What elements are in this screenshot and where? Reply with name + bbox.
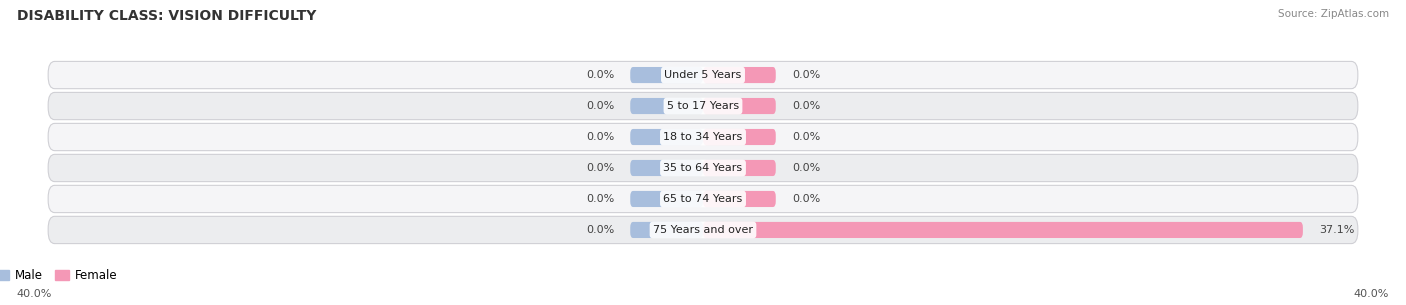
Text: 0.0%: 0.0% (792, 194, 820, 204)
Legend: Male, Female: Male, Female (0, 265, 122, 287)
Text: Source: ZipAtlas.com: Source: ZipAtlas.com (1278, 9, 1389, 19)
FancyBboxPatch shape (48, 92, 1358, 120)
Text: 0.0%: 0.0% (586, 101, 614, 111)
FancyBboxPatch shape (630, 67, 703, 83)
Text: Under 5 Years: Under 5 Years (665, 70, 741, 80)
FancyBboxPatch shape (630, 129, 703, 145)
Text: 65 to 74 Years: 65 to 74 Years (664, 194, 742, 204)
FancyBboxPatch shape (48, 124, 1358, 151)
Text: 0.0%: 0.0% (586, 194, 614, 204)
Text: 0.0%: 0.0% (792, 101, 820, 111)
FancyBboxPatch shape (48, 185, 1358, 213)
Text: 40.0%: 40.0% (1354, 289, 1389, 299)
FancyBboxPatch shape (703, 191, 776, 207)
FancyBboxPatch shape (703, 160, 776, 176)
FancyBboxPatch shape (703, 129, 776, 145)
Text: 0.0%: 0.0% (586, 225, 614, 235)
Text: 35 to 64 Years: 35 to 64 Years (664, 163, 742, 173)
FancyBboxPatch shape (48, 154, 1358, 181)
Text: 0.0%: 0.0% (792, 70, 820, 80)
Text: 0.0%: 0.0% (586, 132, 614, 142)
Text: 0.0%: 0.0% (792, 132, 820, 142)
FancyBboxPatch shape (48, 216, 1358, 244)
Text: DISABILITY CLASS: VISION DIFFICULTY: DISABILITY CLASS: VISION DIFFICULTY (17, 9, 316, 23)
FancyBboxPatch shape (703, 98, 776, 114)
Text: 18 to 34 Years: 18 to 34 Years (664, 132, 742, 142)
Text: 0.0%: 0.0% (586, 70, 614, 80)
FancyBboxPatch shape (703, 222, 1303, 238)
Text: 0.0%: 0.0% (586, 163, 614, 173)
FancyBboxPatch shape (630, 222, 703, 238)
Text: 0.0%: 0.0% (792, 163, 820, 173)
Text: 5 to 17 Years: 5 to 17 Years (666, 101, 740, 111)
FancyBboxPatch shape (630, 98, 703, 114)
Text: 37.1%: 37.1% (1319, 225, 1354, 235)
FancyBboxPatch shape (630, 160, 703, 176)
FancyBboxPatch shape (630, 191, 703, 207)
Text: 40.0%: 40.0% (17, 289, 52, 299)
FancyBboxPatch shape (48, 61, 1358, 89)
Text: 75 Years and over: 75 Years and over (652, 225, 754, 235)
FancyBboxPatch shape (703, 67, 776, 83)
